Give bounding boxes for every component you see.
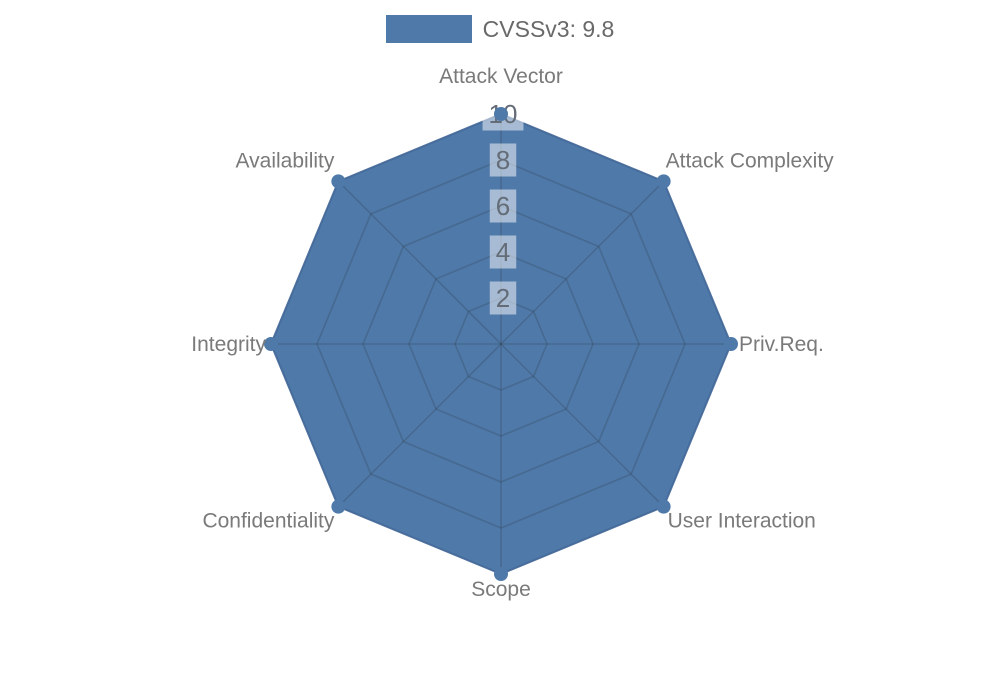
radial-tick-label: 2: [496, 283, 510, 313]
axis-label: Scope: [471, 578, 531, 601]
series-point-marker: [494, 567, 508, 581]
radial-tick-label: 6: [496, 191, 510, 221]
legend-item[interactable]: CVSSv3: 9.8: [385, 15, 615, 43]
radial-tick-label: 4: [496, 237, 510, 267]
grid-spoke: [500, 343, 665, 508]
series-point-marker: [656, 174, 671, 189]
axis-label: User Interaction: [668, 510, 816, 533]
chart-legend: CVSSv3: 9.8: [0, 15, 1000, 43]
grid-ring: [316, 159, 686, 529]
legend-label: CVSSv3: 9.8: [482, 16, 615, 42]
radial-tick-box: [489, 235, 517, 269]
axis-label: Availability: [236, 149, 335, 172]
series-point-marker: [656, 499, 671, 514]
series-point-marker: [494, 107, 508, 121]
series-point-marker: [331, 499, 346, 514]
grid-ring: [454, 297, 548, 391]
axis-label: Priv.Req.: [739, 333, 824, 356]
series-point-marker: [331, 174, 346, 189]
axis-label: Confidentiality: [202, 510, 334, 533]
series-fill-polygon: [271, 114, 731, 574]
grid-spoke: [337, 343, 502, 508]
radial-tick-box: [489, 189, 517, 223]
grid-spoke: [337, 180, 502, 345]
axis-label: Integrity: [191, 333, 266, 356]
grid-ring: [362, 205, 640, 483]
radial-tick-label: 8: [496, 145, 510, 175]
series-point-marker: [724, 337, 738, 351]
radial-tick-box: [489, 143, 517, 177]
legend-swatch: [385, 15, 472, 43]
series-point-marker: [264, 337, 278, 351]
axis-label: Attack Complexity: [666, 149, 835, 172]
radial-tick-box: [489, 281, 517, 315]
grid-ring: [408, 251, 594, 437]
axis-label: Attack Vector: [439, 65, 563, 88]
grid-spoke: [500, 180, 665, 345]
